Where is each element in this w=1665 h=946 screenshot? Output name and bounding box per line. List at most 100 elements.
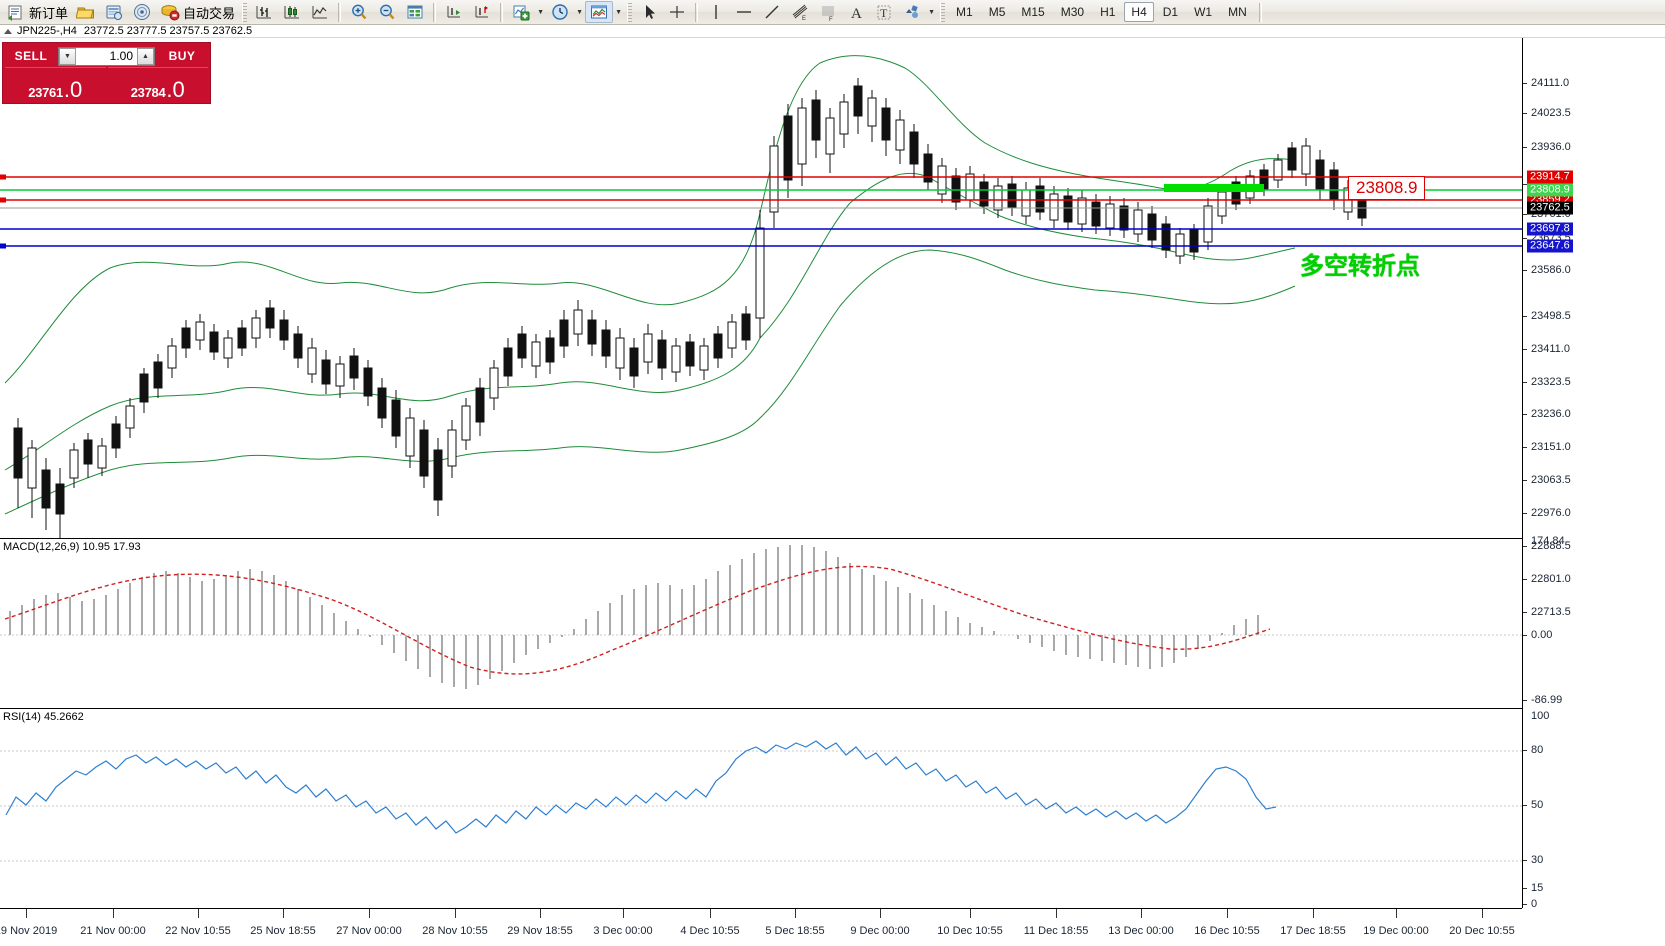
macd-scale-label: 0.00 (1531, 629, 1553, 641)
time-tick-label: 9 Dec 00:00 (850, 925, 910, 937)
time-tick-label: 20 Dec 10:55 (1449, 925, 1515, 937)
line-chart-button[interactable] (306, 1, 334, 23)
time-tick-label: 29 Nov 18:55 (507, 925, 573, 937)
shapes-dropdown-arrow[interactable]: ▼ (928, 8, 935, 16)
time-axis[interactable]: 19 Nov 2019 21 Nov 00:00 22 Nov 10:55 25… (0, 908, 1522, 946)
time-tick-label: 10 Dec 10:55 (937, 925, 1003, 937)
timeframe-m15[interactable]: M15 (1021, 5, 1045, 19)
turning-point-annotation[interactable]: 多空转折点 (1300, 252, 1420, 280)
axis-tick-label: 24023.5 (1531, 107, 1571, 119)
templates-button[interactable] (585, 1, 614, 23)
expert-advisors-button[interactable] (72, 1, 100, 23)
new-order-label: 新订单 (29, 5, 69, 21)
horizontal-line-button[interactable] (730, 1, 758, 23)
svg-text:F: F (829, 17, 833, 22)
auto-scroll-icon (444, 2, 464, 22)
toolbar-grip-1[interactable] (242, 2, 248, 22)
folder-yellow-icon (76, 2, 96, 22)
svg-text:T: T (880, 6, 888, 20)
text-label-button[interactable]: T (870, 1, 898, 23)
timeframe-m5[interactable]: M5 (988, 5, 1006, 19)
price-chart-svg (0, 55, 1522, 538)
time-tick-label: 5 Dec 18:55 (765, 925, 825, 937)
sell-price-decimal: .0 (63, 77, 83, 102)
sell-price-cell[interactable]: 23761 .0 (5, 67, 106, 101)
macd-title: MACD(12,26,9) 10.95 17.93 (3, 541, 141, 553)
price-callout[interactable]: 23808.9 (1348, 176, 1426, 200)
timeframe-h4[interactable]: H4 (1124, 2, 1154, 22)
buy-price-cell[interactable]: 23784 .0 (107, 67, 208, 101)
zoom-out-button[interactable] (373, 1, 401, 23)
fibonacci-button[interactable]: F (814, 1, 842, 23)
timeframe-d1[interactable]: D1 (1162, 5, 1179, 19)
indicators-dropdown-arrow[interactable]: ▼ (537, 8, 544, 16)
one-click-top-row: SELL ▼ 1.00 ▲ BUY (3, 43, 210, 67)
chart-shift-button[interactable] (468, 1, 496, 23)
rsi-chart-svg (0, 740, 1522, 862)
sell-button[interactable]: SELL (14, 49, 48, 63)
cursor-arrow-icon (639, 2, 659, 22)
timeframe-h1[interactable]: H1 (1100, 5, 1116, 19)
volume-value[interactable]: 1.00 (109, 49, 133, 63)
price-pane[interactable]: 23808.9 多空转折点 (0, 38, 1522, 538)
axis-tick-label: 23323.5 (1531, 376, 1571, 388)
macd-pane[interactable]: MACD(12,26,9) 10.95 17.93 (0, 538, 1522, 708)
timeframe-m30[interactable]: M30 (1060, 5, 1085, 19)
timeframe-w1[interactable]: W1 (1194, 5, 1213, 19)
templates-dropdown-arrow[interactable]: ▼ (615, 8, 622, 16)
periods-dropdown-arrow[interactable]: ▼ (576, 8, 583, 16)
shapes-button[interactable] (898, 1, 926, 23)
axis-tick-label: 23236.0 (1531, 408, 1571, 420)
signals-button[interactable] (128, 1, 156, 23)
volume-stepper[interactable]: ▼ 1.00 ▲ (58, 46, 155, 66)
toolbar-grip-2[interactable] (627, 2, 633, 22)
clock-icon (550, 2, 570, 22)
timeframe-m1[interactable]: M1 (956, 5, 973, 19)
level-badge-resistance-2[interactable]: 23914.7 (1527, 170, 1573, 184)
zoom-in-icon (349, 2, 369, 22)
market-watch-button[interactable] (100, 1, 128, 23)
timeframe-group: M1 M5 M15 M30 H1 H4 D1 W1 MN (948, 2, 1255, 22)
axis-tick-label: 23586.0 (1531, 264, 1571, 276)
price-axis[interactable]: 24111.0 24023.5 23936.0 23848.5 23761.0 … (1522, 38, 1665, 910)
buy-button[interactable]: BUY (168, 49, 196, 63)
timeframe-mn[interactable]: MN (1228, 5, 1247, 19)
rsi-pane[interactable]: RSI(14) 45.2662 (0, 708, 1522, 908)
one-click-trading-panel[interactable]: SELL ▼ 1.00 ▲ BUY 23761 .0 23784 .0 (2, 42, 211, 104)
channel-icon: E (790, 2, 810, 22)
highlight-zone[interactable] (1164, 184, 1264, 192)
time-tick-label: 27 Nov 00:00 (336, 925, 402, 937)
level-badge-support-2[interactable]: 23647.6 (1527, 239, 1573, 253)
vertical-line-button[interactable] (702, 1, 730, 23)
toolbar-separator-2 (433, 2, 437, 22)
level-badge-support-1[interactable]: 23697.8 (1527, 222, 1573, 236)
collapse-triangle-icon[interactable] (4, 28, 12, 34)
bar-chart-button[interactable] (250, 1, 278, 23)
cursor-button[interactable] (635, 1, 663, 23)
time-tick-label: 28 Nov 10:55 (422, 925, 488, 937)
axis-tick-label: 23498.5 (1531, 310, 1571, 322)
new-order-button[interactable]: 新订单 (2, 1, 72, 23)
trendline-button[interactable] (758, 1, 786, 23)
candlestick-chart-button[interactable] (278, 1, 306, 23)
crosshair-button[interactable] (663, 1, 691, 23)
volume-decrease-button[interactable]: ▼ (59, 47, 76, 65)
time-tick-label: 13 Dec 00:00 (1108, 925, 1174, 937)
autotrading-button[interactable]: 自动交易 (156, 1, 239, 23)
data-window-button[interactable] (401, 1, 429, 23)
level-badge-pivot-green[interactable]: 23808.9 (1527, 183, 1573, 197)
text-button[interactable]: A (842, 1, 870, 23)
indicators-button[interactable] (507, 1, 535, 23)
zoom-in-button[interactable] (345, 1, 373, 23)
toolbar-grip-3[interactable] (940, 2, 946, 22)
price-level-lines (0, 174, 1522, 249)
rsi-line (5, 740, 1277, 834)
rsi-scale-label: 0 (1531, 898, 1538, 910)
channel-button[interactable]: E (786, 1, 814, 23)
volume-increase-button[interactable]: ▲ (137, 47, 154, 65)
auto-scroll-button[interactable] (440, 1, 468, 23)
chart-area[interactable]: 23808.9 多空转折点 MACD(12,26,9) 10.95 17.93 (0, 38, 1665, 946)
periods-button[interactable] (546, 1, 574, 23)
axis-tick-label: 24111.0 (1531, 77, 1570, 89)
level-badge-current-price[interactable]: 23762.5 (1527, 201, 1573, 215)
